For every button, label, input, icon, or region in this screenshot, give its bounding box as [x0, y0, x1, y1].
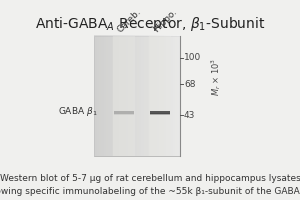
Text: Western blot of 5-7 μg of rat cerebellum and hippocampus lysates: Western blot of 5-7 μg of rat cerebellum…: [0, 174, 300, 183]
Text: 43: 43: [184, 111, 195, 120]
Text: 100: 100: [184, 53, 201, 62]
FancyBboxPatch shape: [114, 111, 134, 114]
Text: Cereb.: Cereb.: [116, 7, 143, 34]
FancyBboxPatch shape: [114, 114, 134, 115]
Text: $M_r$ × 10$^3$: $M_r$ × 10$^3$: [209, 57, 223, 96]
Text: showing specific immunolabeling of the ~55k β₁-subunit of the GABAₐ-R.: showing specific immunolabeling of the ~…: [0, 187, 300, 196]
FancyBboxPatch shape: [150, 111, 170, 114]
FancyBboxPatch shape: [94, 36, 180, 156]
Text: GABA $\beta_1$: GABA $\beta_1$: [58, 105, 98, 118]
Text: Anti-GABA$_A$ Receptor, $\beta_1$-Subunit: Anti-GABA$_A$ Receptor, $\beta_1$-Subuni…: [35, 15, 265, 33]
FancyBboxPatch shape: [150, 113, 170, 115]
Text: 68: 68: [184, 80, 195, 89]
Text: Hippo.: Hippo.: [152, 7, 178, 34]
FancyBboxPatch shape: [113, 36, 135, 156]
FancyBboxPatch shape: [149, 36, 171, 156]
